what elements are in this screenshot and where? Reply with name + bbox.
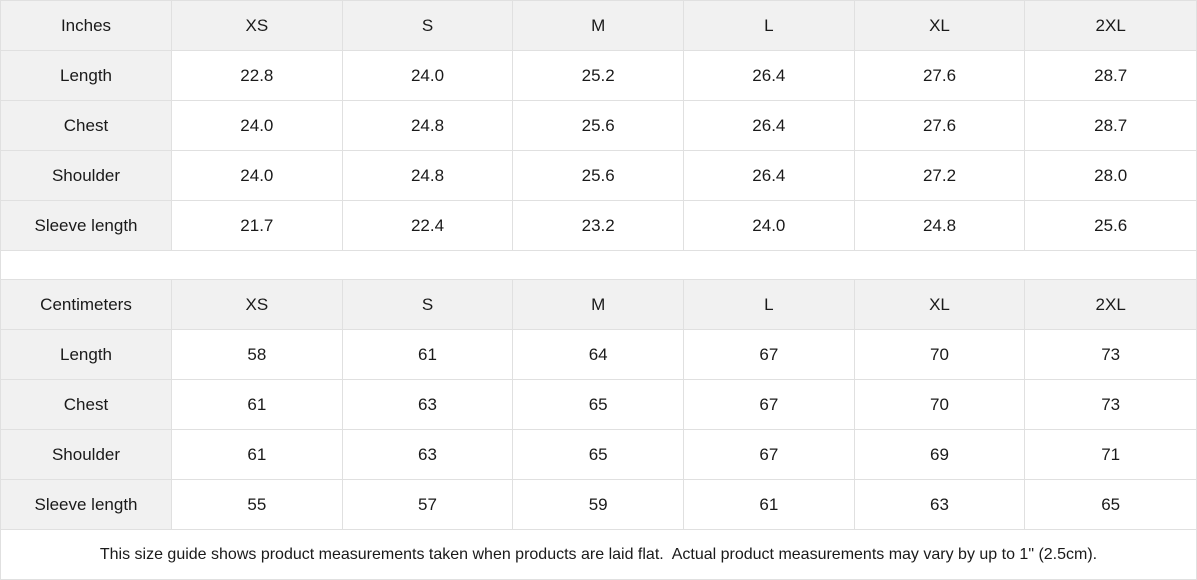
table-cell: 25.6 [513, 101, 684, 150]
table-cell: 65 [1025, 480, 1196, 529]
size-column-header-s: S [342, 280, 514, 329]
table-cell: 26.4 [684, 151, 855, 200]
unit-header-inches: Inches [1, 1, 172, 50]
table-cell: 55 [172, 480, 343, 529]
size-column-header-s: S [342, 1, 514, 50]
table-cell: 24.0 [172, 151, 343, 200]
measurement-row-label: Length [1, 330, 172, 379]
table-cell: 65 [513, 380, 684, 429]
table-cell: 27.6 [854, 51, 1026, 100]
table-cell: 61 [172, 430, 343, 479]
table-cell: 22.8 [172, 51, 343, 100]
table-cell: 69 [854, 430, 1026, 479]
table-cell: 67 [684, 380, 855, 429]
measurement-row-label: Chest [1, 101, 172, 150]
size-column-header-xl: XL [854, 280, 1026, 329]
table-row-inches-chest: Chest 24.0 24.8 25.6 26.4 27.6 28.7 [1, 101, 1196, 151]
size-guide-note: This size guide shows product measuremen… [1, 530, 1196, 579]
size-column-header-l: L [684, 1, 855, 50]
table-cell: 24.0 [172, 101, 343, 150]
measurement-row-label: Length [1, 51, 172, 100]
measurement-row-label: Shoulder [1, 151, 172, 200]
table-cell: 25.2 [513, 51, 684, 100]
table-cell: 65 [513, 430, 684, 479]
table-cell: 26.4 [684, 101, 855, 150]
table-cell: 26.4 [684, 51, 855, 100]
table-cell: 24.8 [342, 101, 514, 150]
table-cell: 28.7 [1025, 51, 1196, 100]
size-column-header-xs: XS [172, 280, 343, 329]
table-cell: 73 [1025, 380, 1196, 429]
table-cell: 64 [513, 330, 684, 379]
table-cell: 25.6 [513, 151, 684, 200]
size-column-header-2xl: 2XL [1025, 280, 1196, 329]
table-row-cm-shoulder: Shoulder 61 63 65 67 69 71 [1, 430, 1196, 480]
table-cell: 24.8 [342, 151, 514, 200]
table-cell: 67 [684, 430, 855, 479]
section-divider [1, 251, 1196, 280]
measurement-row-label: Chest [1, 380, 172, 429]
centimeters-header-row: Centimeters XS S M L XL 2XL [1, 280, 1196, 330]
table-cell: 58 [172, 330, 343, 379]
table-cell: 22.4 [342, 201, 514, 250]
table-cell: 61 [172, 380, 343, 429]
table-row-cm-length: Length 58 61 64 67 70 73 [1, 330, 1196, 380]
table-cell: 21.7 [172, 201, 343, 250]
table-cell: 61 [684, 480, 855, 529]
table-cell: 24.0 [684, 201, 855, 250]
table-cell: 70 [854, 330, 1026, 379]
size-column-header-2xl: 2XL [1025, 1, 1196, 50]
table-cell: 27.6 [854, 101, 1026, 150]
table-cell: 28.0 [1025, 151, 1196, 200]
table-cell: 73 [1025, 330, 1196, 379]
table-row-inches-length: Length 22.8 24.0 25.2 26.4 27.6 28.7 [1, 51, 1196, 101]
table-cell: 24.0 [342, 51, 514, 100]
table-cell: 63 [854, 480, 1026, 529]
table-cell: 59 [513, 480, 684, 529]
unit-header-centimeters: Centimeters [1, 280, 172, 329]
table-row-cm-chest: Chest 61 63 65 67 70 73 [1, 380, 1196, 430]
inches-header-row: Inches XS S M L XL 2XL [1, 1, 1196, 51]
measurement-row-label: Shoulder [1, 430, 172, 479]
table-cell: 67 [684, 330, 855, 379]
table-cell: 28.7 [1025, 101, 1196, 150]
table-row-inches-shoulder: Shoulder 24.0 24.8 25.6 26.4 27.2 28.0 [1, 151, 1196, 201]
table-row-cm-sleeve-length: Sleeve length 55 57 59 61 63 65 [1, 480, 1196, 530]
table-cell: 24.8 [854, 201, 1026, 250]
table-cell: 23.2 [513, 201, 684, 250]
table-cell: 63 [342, 430, 514, 479]
size-column-header-l: L [684, 280, 855, 329]
table-cell: 61 [342, 330, 514, 379]
size-column-header-xl: XL [854, 1, 1026, 50]
table-row-inches-sleeve-length: Sleeve length 21.7 22.4 23.2 24.0 24.8 2… [1, 201, 1196, 251]
table-cell: 57 [342, 480, 514, 529]
table-cell: 27.2 [854, 151, 1026, 200]
table-cell: 70 [854, 380, 1026, 429]
size-column-header-m: M [513, 1, 684, 50]
table-cell: 25.6 [1025, 201, 1196, 250]
size-column-header-xs: XS [172, 1, 343, 50]
table-cell: 71 [1025, 430, 1196, 479]
size-column-header-m: M [513, 280, 684, 329]
measurement-row-label: Sleeve length [1, 201, 172, 250]
measurement-row-label: Sleeve length [1, 480, 172, 529]
table-cell: 63 [342, 380, 514, 429]
